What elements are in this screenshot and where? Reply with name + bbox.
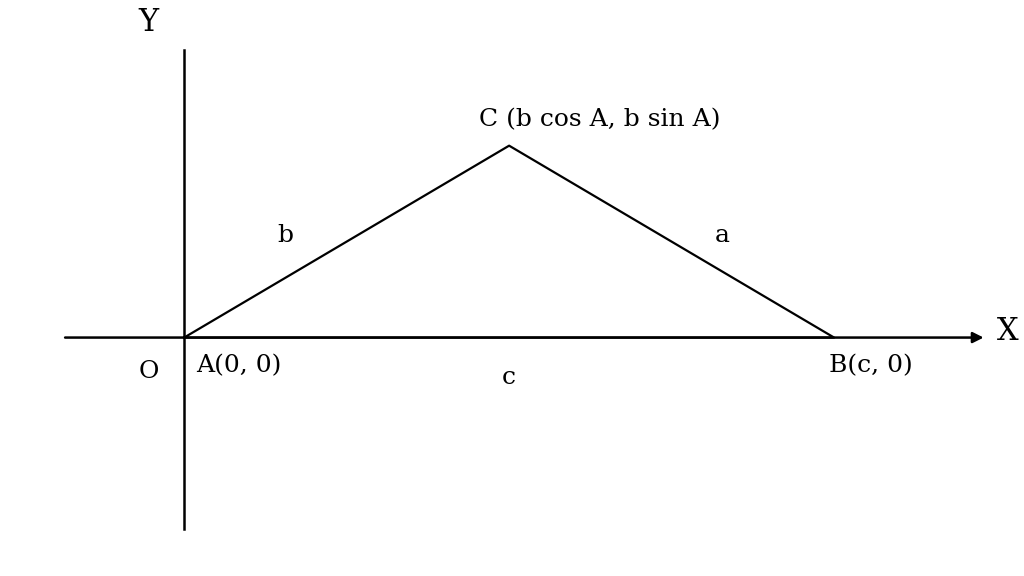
Text: C (b cos A, b sin A): C (b cos A, b sin A)	[478, 108, 720, 131]
Text: a: a	[715, 225, 730, 248]
Text: A(0, 0): A(0, 0)	[197, 354, 282, 377]
Text: B(c, 0): B(c, 0)	[829, 354, 912, 377]
Text: b: b	[278, 225, 294, 248]
Text: c: c	[502, 366, 516, 389]
Text: O: O	[138, 360, 159, 383]
Text: X: X	[996, 316, 1018, 347]
Text: Y: Y	[138, 7, 159, 39]
